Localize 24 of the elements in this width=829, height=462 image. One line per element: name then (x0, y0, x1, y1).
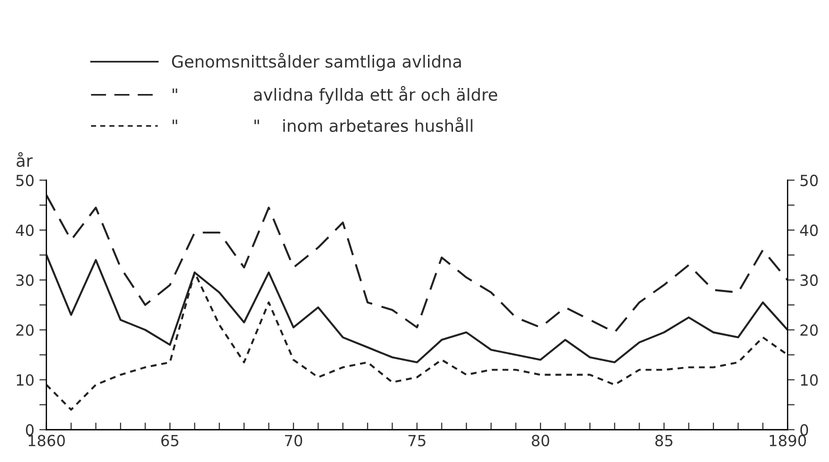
y-tick-label: 0 (26, 424, 34, 436)
y2-tick-label: 30 (800, 274, 818, 286)
x-tick-label: 85 (655, 434, 672, 446)
y2-tick-label: 10 (801, 374, 818, 386)
y-tick-label: 10 (16, 374, 34, 386)
legend-label: Genomsnittsålder samtliga avlidna (172, 52, 461, 72)
y2-tick-label: 20 (800, 324, 818, 336)
y-axis-title: år (16, 152, 33, 167)
x-tick-label: 65 (161, 434, 178, 446)
y-tick-label: 40 (16, 224, 34, 236)
x-tick-label: 1890 (770, 434, 806, 446)
x-tick-label: 70 (285, 434, 302, 446)
x-tick-label: 1860 (28, 434, 65, 446)
y2-tick-label: 0 (800, 424, 808, 436)
x-tick-label: 80 (532, 434, 550, 446)
y2-tick-label: 40 (800, 224, 818, 236)
legend-label: " " inom arbetares hushåll (172, 117, 472, 132)
y2-tick-label: 50 (800, 174, 818, 186)
y-tick-label: 30 (16, 274, 34, 286)
x-tick-label: 75 (408, 434, 426, 446)
legend-label: " avlidna fyllda ett år och äldre (172, 86, 498, 104)
y-tick-label: 50 (16, 174, 34, 186)
y-tick-label: 20 (16, 324, 34, 336)
line-series (46, 194, 788, 334)
